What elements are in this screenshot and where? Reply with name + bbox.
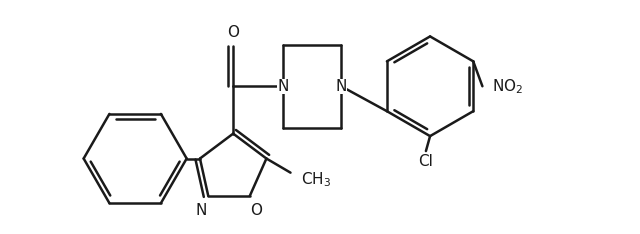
Text: CH$_3$: CH$_3$ — [301, 170, 332, 189]
Text: N: N — [277, 79, 289, 94]
Text: NO$_2$: NO$_2$ — [492, 77, 524, 96]
Text: N: N — [196, 203, 207, 218]
Text: Cl: Cl — [419, 154, 433, 169]
Text: O: O — [227, 25, 239, 40]
Text: N: N — [335, 79, 347, 94]
Text: O: O — [250, 203, 262, 218]
